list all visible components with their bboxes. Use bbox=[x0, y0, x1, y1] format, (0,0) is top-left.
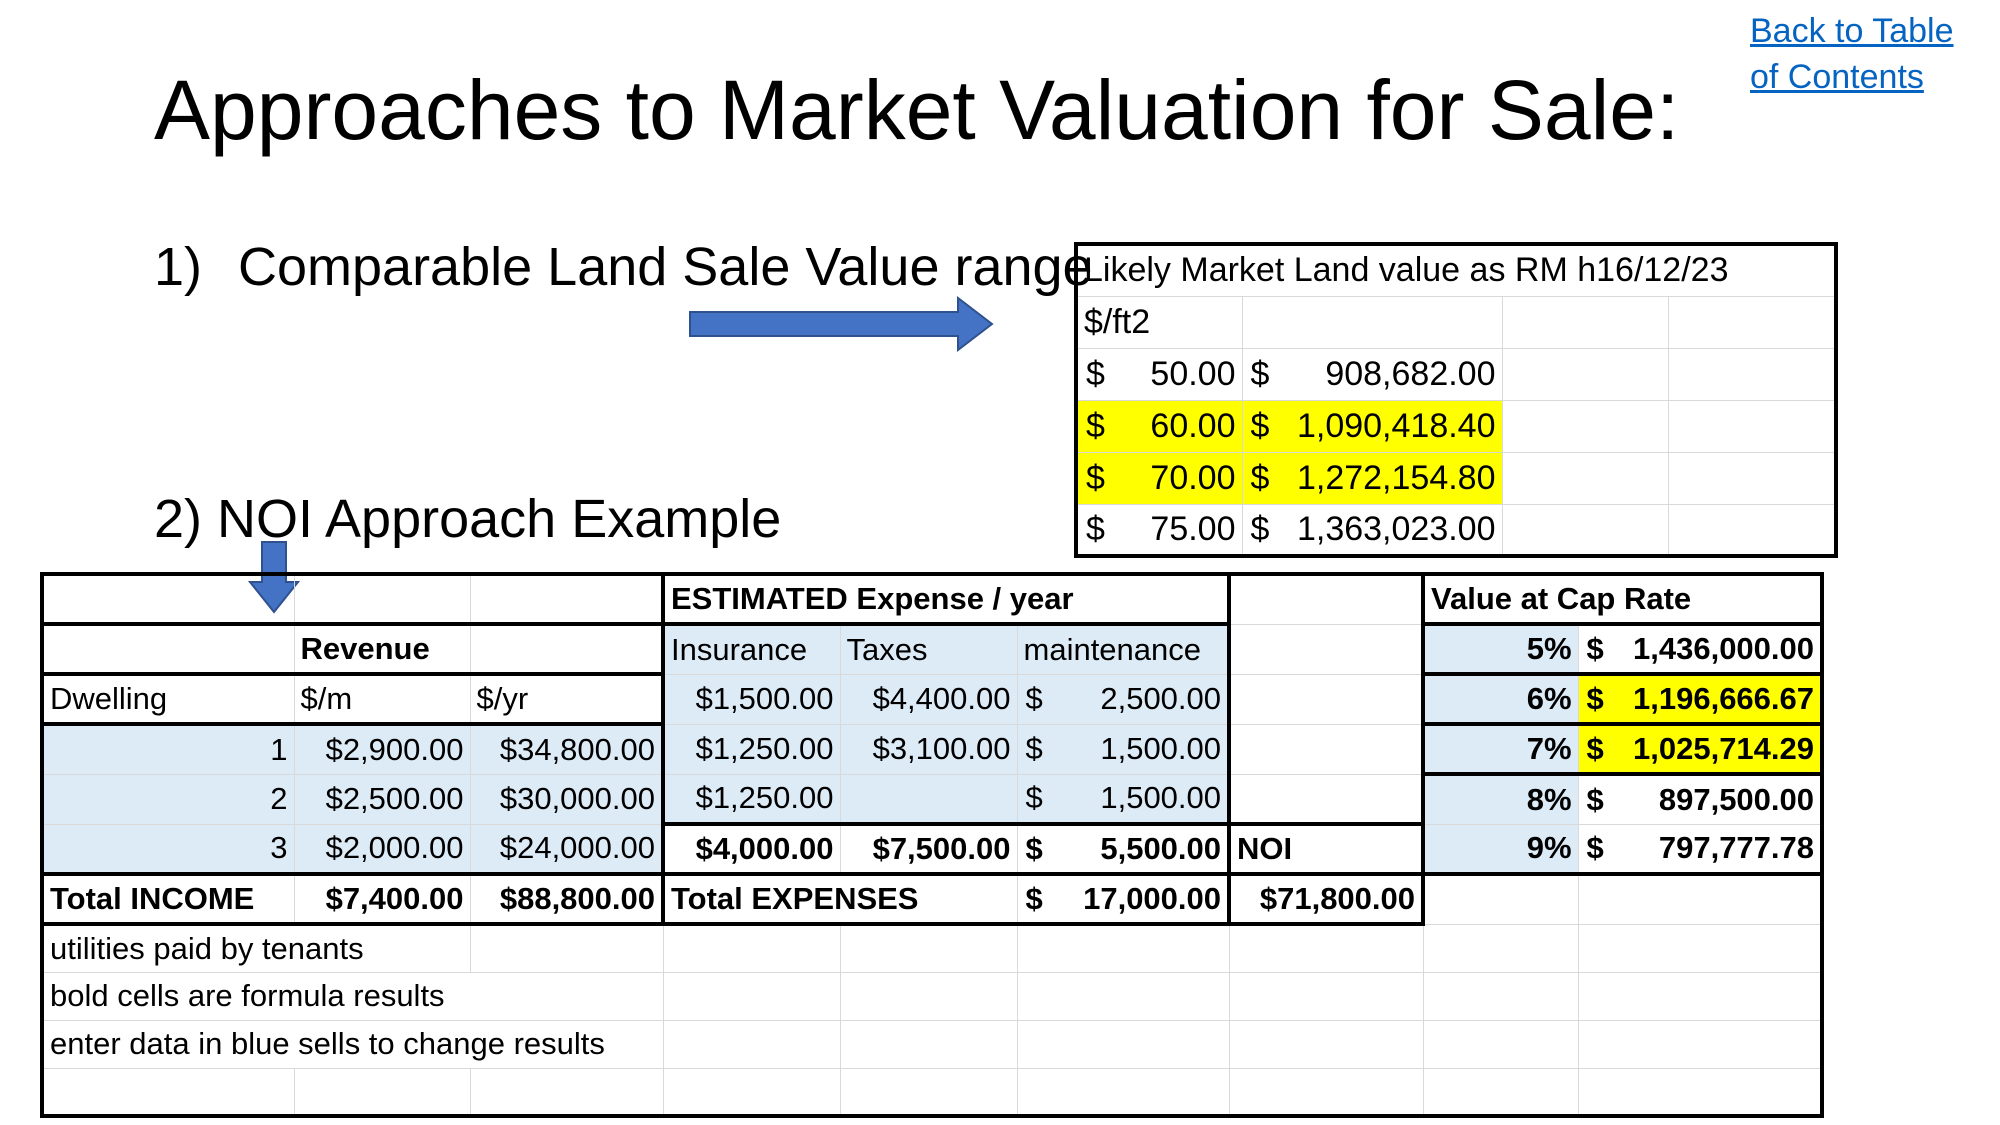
maintenance-cell[interactable]: $1,500.00 bbox=[1016, 723, 1232, 775]
currency-sign: $ bbox=[1250, 458, 1270, 497]
currency-sign: $ bbox=[1250, 509, 1270, 548]
land-value-table: Likely Market Land value as RM h16/12/23… bbox=[1074, 242, 1839, 558]
expense-header: ESTIMATED Expense / year bbox=[662, 573, 1232, 626]
land-unit-label: $/ft2 bbox=[1075, 295, 1243, 349]
insurance-cell[interactable]: $1,250.00 bbox=[662, 723, 841, 775]
note-blue-cells: enter data in blue sells to change resul… bbox=[41, 1019, 664, 1069]
cap-value: $1,025,714.29 bbox=[1577, 723, 1823, 776]
dwelling-row: 1 $2,900.00 $34,800.00 $1,250.00 $3,100.… bbox=[41, 723, 1823, 776]
noi-table: ESTIMATED Expense / year Value at Cap Ra… bbox=[40, 572, 1825, 1118]
insurance-header: Insurance bbox=[662, 623, 841, 675]
note-utilities: utilities paid by tenants bbox=[41, 923, 471, 973]
dwelling-row: 2 $2,500.00 $30,000.00 $1,250.00 $1,500.… bbox=[41, 773, 1823, 826]
land-rate: 50.00 bbox=[1150, 354, 1236, 393]
total-expenses-label: Total EXPENSES bbox=[662, 873, 1018, 926]
section-comparable-land: 1) Comparable Land Sale Value range bbox=[154, 232, 1093, 302]
land-row: $50.00 $908,682.00 bbox=[1075, 347, 1837, 401]
maintenance-header: maintenance bbox=[1016, 623, 1232, 675]
land-value: 1,272,154.80 bbox=[1296, 458, 1496, 497]
totals-row: Total INCOME $7,400.00 $88,800.00 Total … bbox=[41, 872, 1823, 926]
back-to-toc-link[interactable]: Back to Table of Contents bbox=[1750, 12, 1954, 96]
dwelling-header: Dwelling bbox=[41, 673, 295, 726]
page-title: Approaches to Market Valuation for Sale: bbox=[154, 63, 1680, 157]
currency-sign: $ bbox=[1086, 354, 1105, 393]
cap-rate: 8% bbox=[1422, 773, 1579, 825]
taxes-cell[interactable]: $3,100.00 bbox=[839, 723, 1018, 775]
section-1-number: 1) bbox=[154, 237, 203, 297]
land-rate: 70.00 bbox=[1150, 458, 1236, 497]
cap-rate: 5% bbox=[1422, 623, 1579, 676]
total-expenses-value: $17,000.00 bbox=[1016, 873, 1232, 926]
land-value: 1,363,023.00 bbox=[1296, 509, 1496, 548]
note-bold-cells: bold cells are formula results bbox=[41, 971, 664, 1021]
currency-sign: $ bbox=[1086, 509, 1105, 548]
dwelling-year: $30,000.00 bbox=[469, 773, 665, 825]
cap-value: $1,196,666.67 bbox=[1577, 673, 1823, 726]
currency-sign: $ bbox=[1250, 354, 1270, 393]
dwelling-month[interactable]: $2,500.00 bbox=[293, 773, 471, 825]
cap-rate: 6% bbox=[1422, 673, 1579, 726]
taxes-total: $7,500.00 bbox=[839, 822, 1018, 876]
insurance-cell[interactable]: $1,500.00 bbox=[662, 673, 841, 725]
land-rate: 75.00 bbox=[1150, 509, 1236, 548]
land-row: $75.00 $1,363,023.00 bbox=[1075, 503, 1837, 557]
cap-rate: 7% bbox=[1422, 723, 1579, 776]
maintenance-cell[interactable]: $1,500.00 bbox=[1016, 773, 1232, 826]
revenue-header: Revenue bbox=[293, 623, 471, 676]
dwelling-month[interactable]: $2,000.00 bbox=[293, 823, 471, 876]
cap-value: $797,777.78 bbox=[1577, 823, 1823, 876]
dwelling-id[interactable]: 3 bbox=[41, 823, 295, 876]
cap-rate: 9% bbox=[1422, 823, 1579, 876]
total-income-label: Total INCOME bbox=[41, 873, 295, 926]
land-table-header: Likely Market Land value as RM h16/12/23 bbox=[1075, 243, 1837, 297]
value-cap-header: Value at Cap Rate bbox=[1422, 573, 1823, 626]
taxes-cell[interactable] bbox=[839, 773, 1018, 825]
total-income-month: $7,400.00 bbox=[293, 873, 471, 926]
currency-sign: $ bbox=[1086, 406, 1105, 445]
land-row: $60.00 $1,090,418.40 bbox=[1075, 399, 1837, 453]
dwelling-row: 3 $2,000.00 $24,000.00 $4,000.00 $7,500.… bbox=[41, 822, 1823, 876]
year-header: $/yr bbox=[469, 673, 665, 726]
dwelling-year: $24,000.00 bbox=[469, 823, 665, 876]
currency-sign: $ bbox=[1086, 458, 1105, 497]
taxes-header: Taxes bbox=[839, 623, 1018, 675]
dwelling-id[interactable]: 1 bbox=[41, 723, 295, 775]
currency-sign: $ bbox=[1250, 406, 1270, 445]
taxes-cell[interactable]: $4,400.00 bbox=[839, 673, 1018, 725]
land-rate: 60.00 bbox=[1150, 406, 1236, 445]
maintenance-cell[interactable]: $2,500.00 bbox=[1016, 673, 1232, 725]
maintenance-total: $5,500.00 bbox=[1016, 822, 1232, 876]
dwelling-month[interactable]: $2,900.00 bbox=[293, 723, 471, 775]
cap-value: $1,436,000.00 bbox=[1577, 623, 1823, 676]
section-noi-approach: 2) NOI Approach Example bbox=[154, 489, 782, 549]
insurance-total: $4,000.00 bbox=[662, 822, 841, 876]
cap-value: $897,500.00 bbox=[1577, 773, 1823, 825]
right-arrow-icon bbox=[689, 296, 994, 352]
land-row: $70.00 $1,272,154.80 bbox=[1075, 451, 1837, 505]
section-1-label: Comparable Land Sale Value range bbox=[238, 237, 1093, 297]
total-income-year: $88,800.00 bbox=[469, 873, 665, 926]
dwelling-id[interactable]: 2 bbox=[41, 773, 295, 825]
dwelling-year: $34,800.00 bbox=[469, 723, 665, 775]
land-value: 1,090,418.40 bbox=[1296, 406, 1496, 445]
insurance-cell[interactable]: $1,250.00 bbox=[662, 773, 841, 825]
noi-label: NOI bbox=[1228, 822, 1426, 876]
noi-value: $71,800.00 bbox=[1228, 873, 1426, 926]
land-value: 908,682.00 bbox=[1325, 354, 1496, 393]
month-header: $/m bbox=[293, 673, 471, 726]
